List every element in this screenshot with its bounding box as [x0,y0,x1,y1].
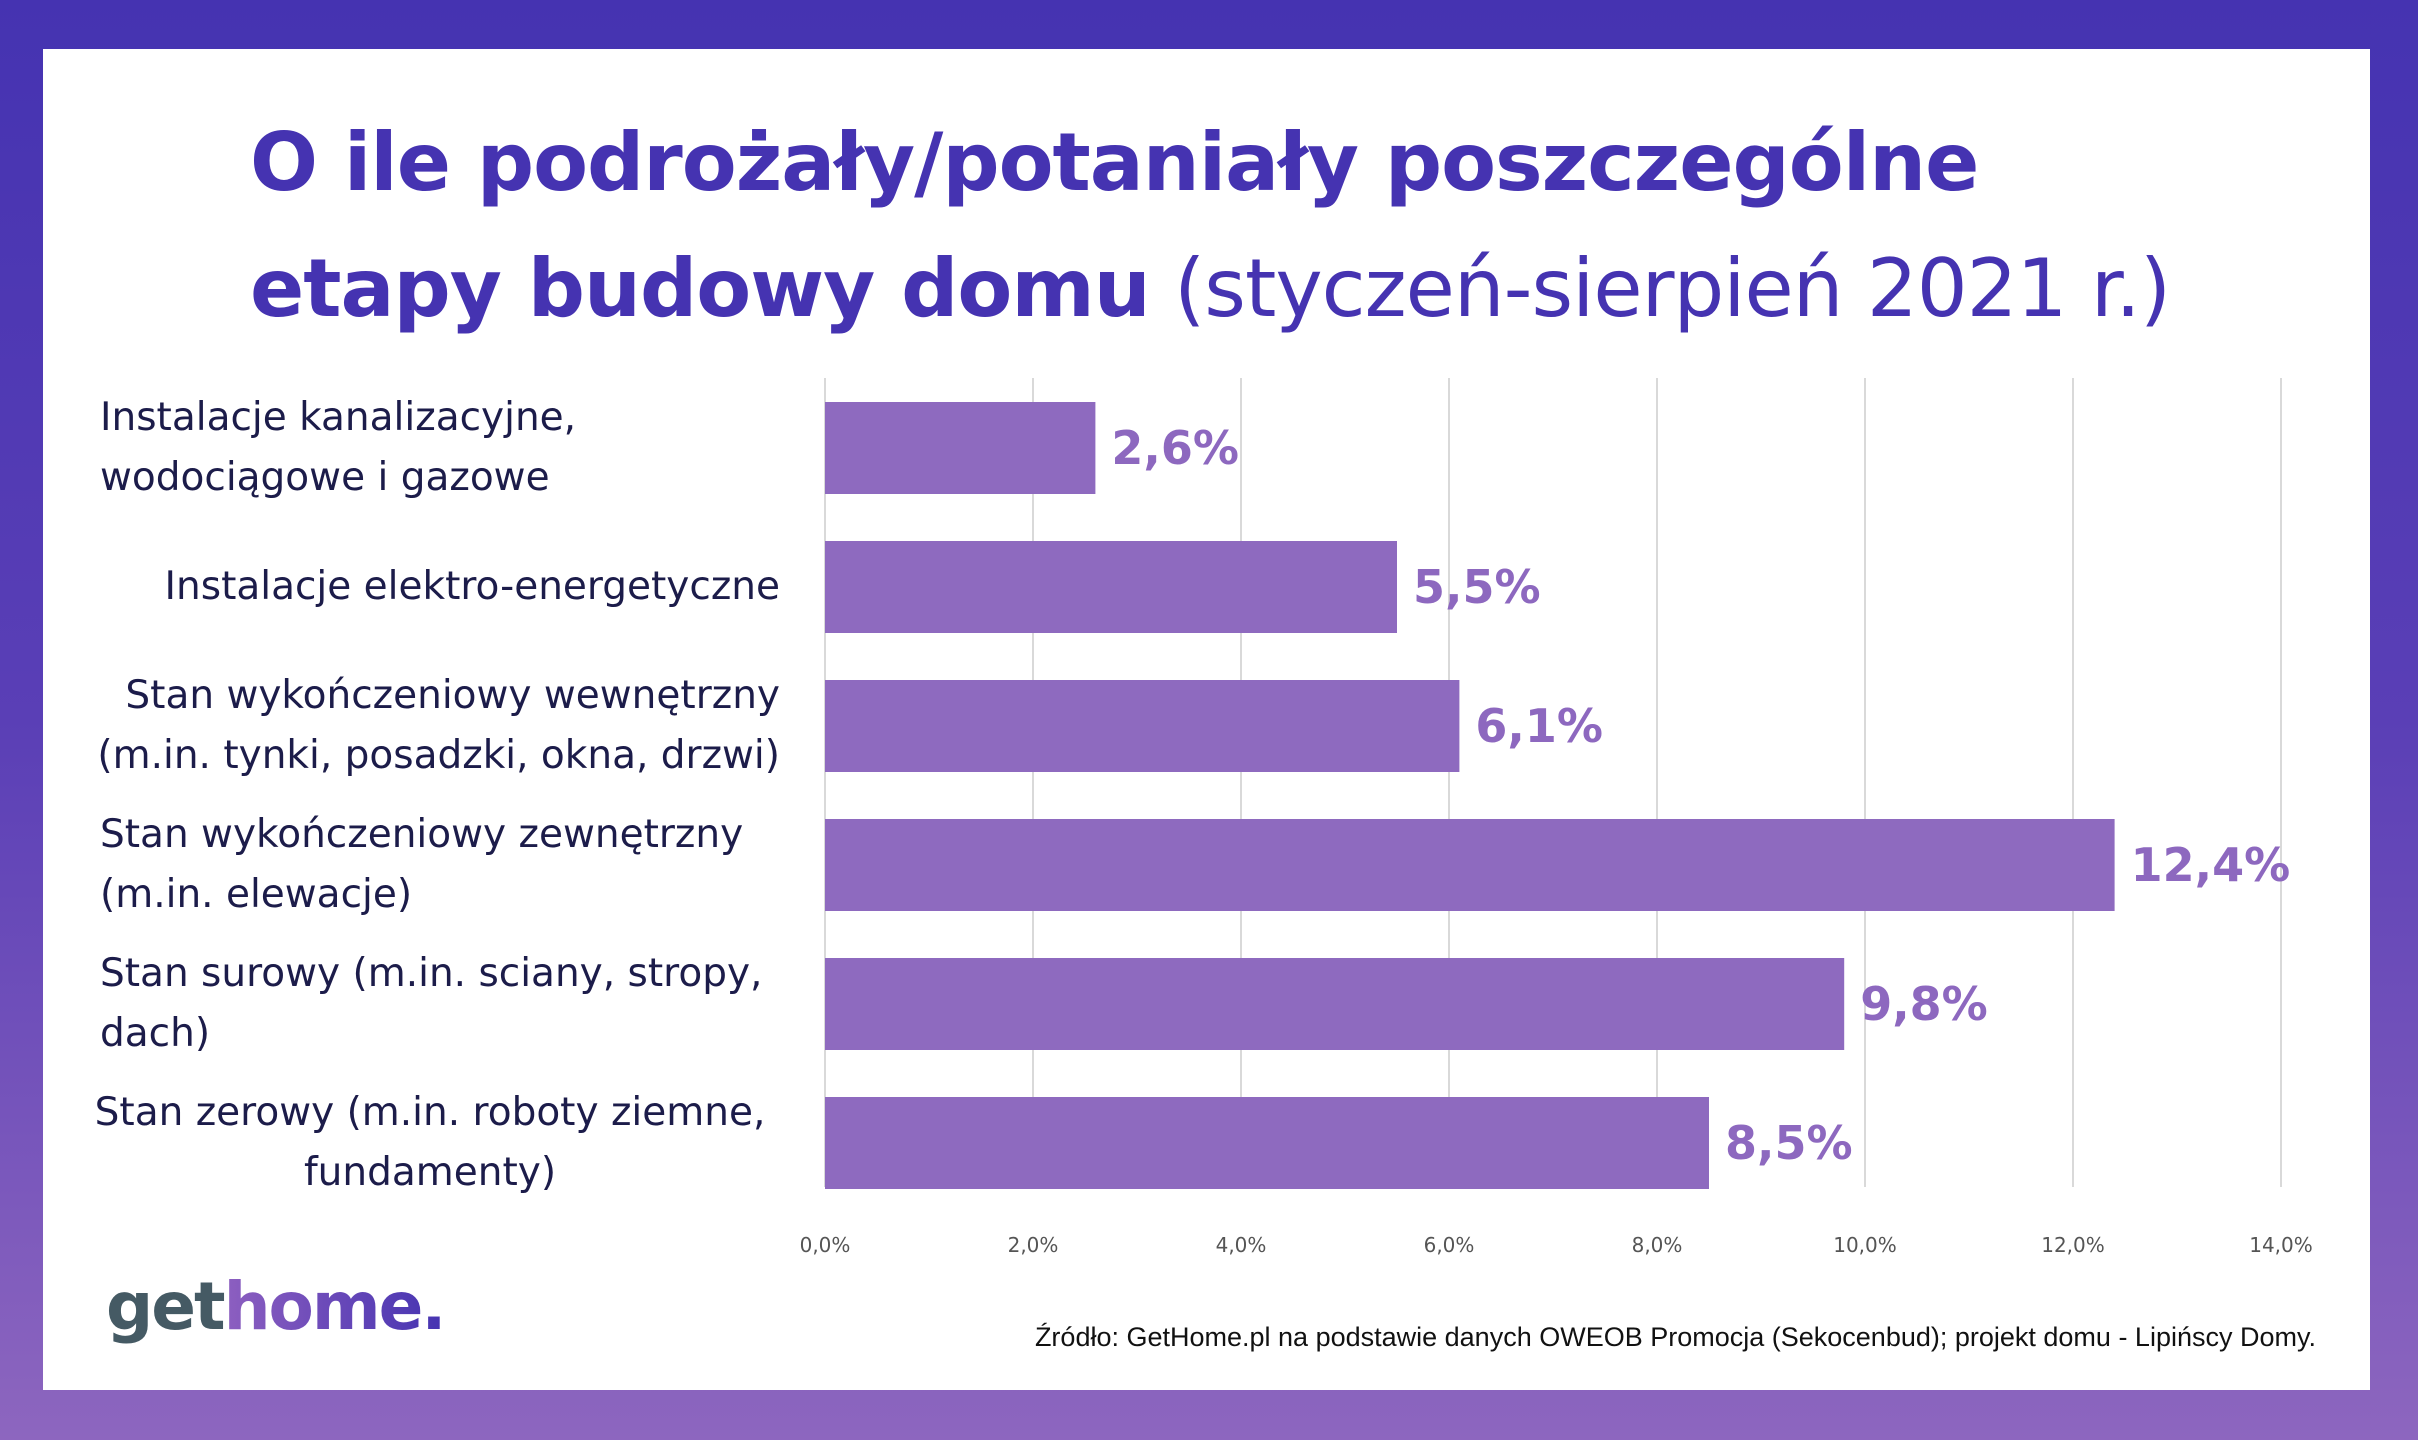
x-tick-label: 4,0% [1216,1233,1267,1257]
gethome-logo: gethome. [106,1268,446,1345]
category-label-line: Stan wykończeniowy zewnętrzny [100,812,744,857]
category-label-line: (m.in. elewacje) [100,872,413,917]
category-label-line: (m.in. tynki, posadzki, okna, drzwi) [97,733,780,778]
chart-title: O ile podrożały/potaniały poszczególne e… [250,100,2250,352]
title-bold: O ile podrożały/potaniały poszczególne e… [250,116,1979,335]
data-label: 8,5% [1725,1116,1853,1170]
x-tick-label: 8,0% [1632,1233,1683,1257]
category-label-line: dach) [100,1011,211,1056]
category-label: Instalacje kanalizacyjne, wodociągowe i g… [100,388,780,508]
category-label-line: fundamenty) [303,1150,557,1195]
category-label-line: wodociągowe i gazowe [100,455,550,500]
category-label: Instalacje elektro-energetyczne [80,557,780,617]
data-label: 2,6% [1111,421,1239,475]
title-subtitle: (styczeń-sierpień 2021 r.) [1174,242,2171,335]
bar [825,819,2115,911]
category-label: Stan wykończeniowy wewnętrzny (m.in. tynk… [80,666,780,786]
data-label: 12,4% [2131,838,2291,892]
bar [825,541,1397,633]
bar [825,958,1845,1050]
category-label-line: Stan zerowy (m.in. roboty ziemne, [94,1090,766,1135]
x-tick-label: 0,0% [800,1233,851,1257]
category-label-line: Instalacje kanalizacyjne, [100,395,577,440]
source-note: Źródło: GetHome.pl na podstawie danych O… [1034,1322,2316,1352]
x-tick-label: 12,0% [2041,1233,2105,1257]
category-label: Stan wykończeniowy zewnętrzny (m.in. elew… [100,805,780,925]
data-label: 9,8% [1860,977,1988,1031]
x-tick-label: 14,0% [2249,1233,2313,1257]
category-label: Stan zerowy (m.in. roboty ziemne, fundame… [80,1083,780,1203]
data-label: 6,1% [1475,699,1603,753]
data-label: 5,5% [1413,560,1541,614]
bar [825,680,1460,772]
category-label-line: Instalacje elektro-energetyczne [164,564,780,609]
x-tick-label: 10,0% [1833,1233,1897,1257]
bar [825,402,1096,494]
category-label: Stan surowy (m.in. sciany, stropy, dach) [100,944,780,1064]
x-tick-label: 2,0% [1008,1233,1059,1257]
category-label-line: Stan surowy (m.in. sciany, stropy, [100,951,763,996]
bar [825,1097,1709,1189]
category-label-line: Stan wykończeniowy wewnętrzny [125,673,780,718]
x-tick-label: 6,0% [1424,1233,1475,1257]
